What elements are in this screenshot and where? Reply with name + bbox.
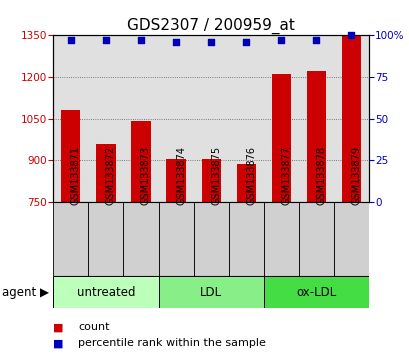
Point — [67, 38, 74, 43]
Bar — [193, 202, 228, 276]
Text: ox-LDL: ox-LDL — [296, 286, 336, 298]
Point — [277, 38, 284, 43]
Point — [102, 38, 109, 43]
Text: GSM133874: GSM133874 — [175, 147, 186, 205]
Bar — [263, 276, 368, 308]
Bar — [96, 144, 115, 202]
Title: GDS2307 / 200959_at: GDS2307 / 200959_at — [127, 18, 294, 34]
Text: count: count — [78, 322, 109, 332]
Bar — [298, 202, 333, 276]
Bar — [61, 110, 80, 202]
Point — [172, 39, 179, 45]
Bar — [236, 164, 255, 202]
Text: ■: ■ — [53, 322, 64, 332]
Point — [347, 33, 354, 38]
Text: GSM133873: GSM133873 — [141, 147, 151, 205]
Point — [243, 39, 249, 45]
Point — [312, 38, 319, 43]
Text: GSM133875: GSM133875 — [211, 146, 220, 205]
Text: GSM133878: GSM133878 — [316, 147, 326, 205]
Text: GSM133871: GSM133871 — [71, 147, 81, 205]
Bar — [53, 276, 158, 308]
Point — [207, 39, 214, 45]
Bar — [166, 159, 185, 202]
Text: ■: ■ — [53, 338, 64, 348]
Bar — [158, 202, 193, 276]
Text: percentile rank within the sample: percentile rank within the sample — [78, 338, 265, 348]
Text: agent ▶: agent ▶ — [2, 286, 49, 298]
Bar — [201, 159, 220, 202]
Bar — [158, 276, 263, 308]
Bar — [131, 121, 150, 202]
Bar — [53, 202, 88, 276]
Text: LDL: LDL — [200, 286, 222, 298]
Bar — [271, 74, 290, 202]
Bar — [333, 202, 368, 276]
Bar — [306, 72, 325, 202]
Bar — [263, 202, 298, 276]
Bar — [228, 202, 263, 276]
Bar — [88, 202, 123, 276]
Text: GSM133872: GSM133872 — [106, 146, 116, 205]
Point — [137, 38, 144, 43]
Text: GSM133876: GSM133876 — [246, 147, 256, 205]
Text: GSM133877: GSM133877 — [281, 146, 291, 205]
Bar — [341, 35, 360, 202]
Bar — [123, 202, 158, 276]
Text: GSM133879: GSM133879 — [351, 147, 361, 205]
Text: untreated: untreated — [76, 286, 135, 298]
